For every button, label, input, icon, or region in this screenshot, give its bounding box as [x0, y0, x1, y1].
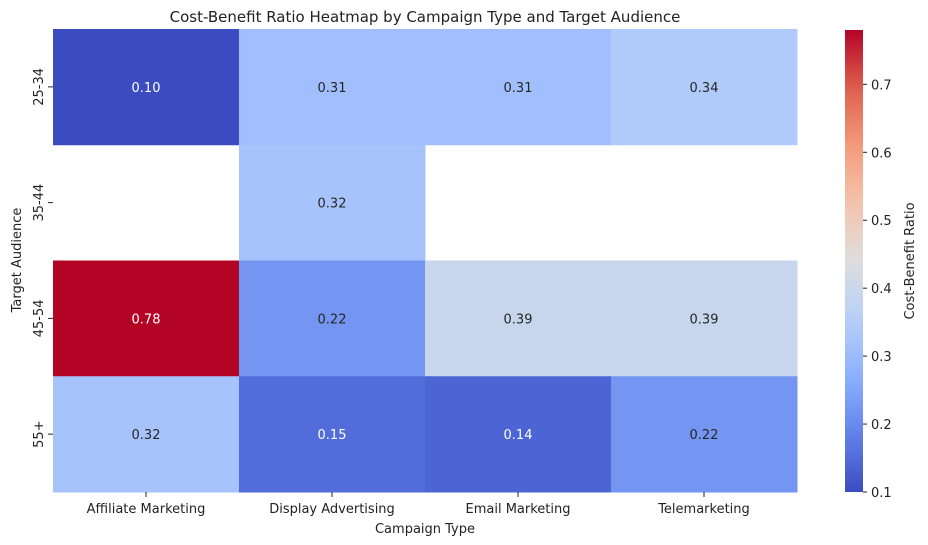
cell-value-label: 0.32 [132, 428, 161, 443]
heatmap-cell [239, 144, 426, 261]
colorbar-tick-label: 0.3 [871, 350, 892, 365]
cell-value-label: 0.39 [690, 312, 719, 327]
cell-value-label: 0.22 [318, 312, 347, 327]
cell-value-label: 0.31 [318, 81, 347, 96]
colorbar-tick-label: 0.2 [871, 418, 892, 433]
heatmap-cell [611, 260, 798, 377]
y-axis-label: Target Audience [10, 208, 25, 314]
cell-value-label: 0.15 [318, 428, 347, 443]
x-axis-ticks: Affiliate Marketing Display Advertising Em… [87, 492, 750, 517]
x-axis-label: Campaign Type [375, 522, 475, 537]
heatmap-cell [53, 29, 240, 146]
cell-value-label: 0.32 [318, 197, 347, 212]
cell-value-label: 0.31 [504, 81, 533, 96]
heatmap-cell [239, 29, 426, 146]
colorbar-label: Cost-Benefit Ratio [903, 202, 918, 319]
heatmap-cell [53, 376, 240, 493]
colorbar-tick-label: 0.6 [871, 146, 892, 161]
cell-value-label: 0.14 [504, 428, 533, 443]
y-tick-label: 55+ [32, 420, 47, 447]
heatmap-cell [239, 260, 426, 377]
x-tick-label: Telemarketing [657, 502, 750, 517]
heatmap-cell [425, 260, 612, 377]
y-tick-label: 35-44 [32, 184, 47, 222]
cell-value-label: 0.34 [690, 81, 719, 96]
colorbar-tick-label: 0.4 [871, 282, 892, 297]
heatmap-cell [53, 260, 240, 377]
colorbar-tick-label: 0.5 [871, 214, 892, 229]
cell-value-label: 0.10 [132, 81, 161, 96]
y-tick-label: 45-54 [32, 299, 47, 337]
cell-value-label: 0.39 [504, 312, 533, 327]
y-tick-label: 25-34 [32, 68, 47, 106]
chart-title: Cost-Benefit Ratio Heatmap by Campaign T… [170, 8, 681, 26]
cell-value-label: 0.78 [132, 312, 161, 327]
heatmap-cell [425, 376, 612, 493]
colorbar-ticks: 0.1 0.2 0.3 0.4 0.5 0.6 0.7 [863, 78, 892, 501]
x-tick-label: Affiliate Marketing [87, 502, 206, 517]
heatmap-cell [239, 376, 426, 493]
heatmap-cell [425, 29, 612, 146]
colorbar-tick-label: 0.7 [871, 78, 892, 93]
cell-value-label: 0.22 [690, 428, 719, 443]
x-tick-label: Email Marketing [466, 502, 571, 517]
colorbar-tick-label: 0.1 [871, 486, 892, 501]
colorbar [845, 30, 863, 492]
heatmap-cell [611, 376, 798, 493]
heatmap-cells: 0.10 0.31 0.31 0.34 0.32 0.78 0.22 0.39 0.39 0.32… [53, 29, 798, 493]
x-tick-label: Display Advertising [269, 502, 395, 517]
heatmap-cell [611, 29, 798, 146]
y-axis-ticks: 25-34 35-44 45-54 55+ [32, 68, 53, 448]
